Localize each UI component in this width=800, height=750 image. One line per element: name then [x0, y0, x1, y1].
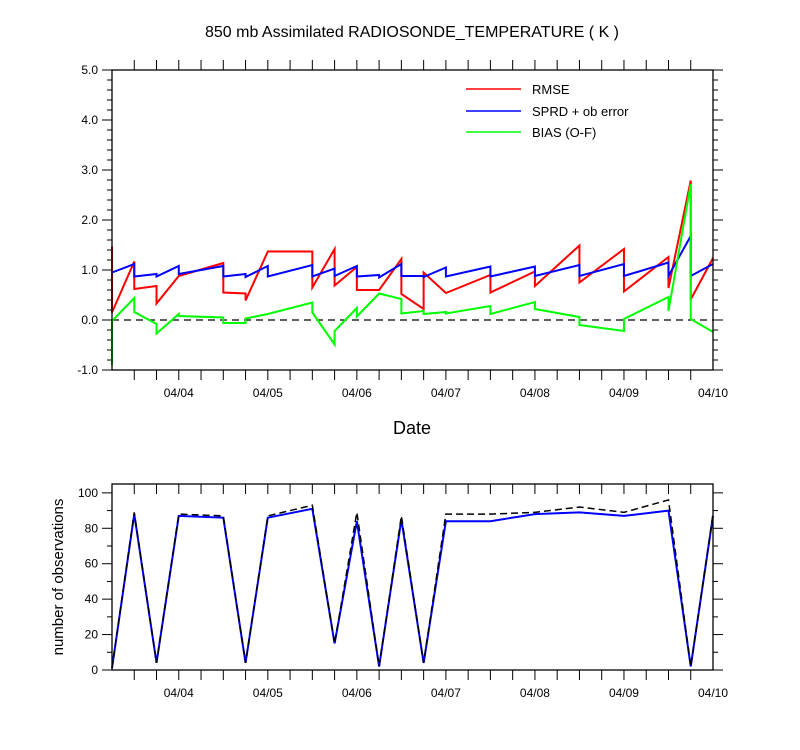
y-tick-label: 80	[85, 521, 99, 535]
x-tick-label: 04/08	[520, 686, 550, 700]
y-tick-label: 4.0	[81, 113, 98, 127]
top-y-tick-labels: -1.0 0.0 1.0 2.0 3.0 4.0 5.0	[77, 63, 98, 377]
y-tick-label: 60	[85, 557, 99, 571]
bottom-x-tick-labels: 04/04 04/05 04/06 04/07 04/08 04/09 04/10	[164, 686, 729, 700]
y-tick-label: -1.0	[77, 363, 98, 377]
chart-title: 850 mb Assimilated RADIOSONDE_TEMPERATUR…	[205, 24, 619, 41]
x-tick-label: 04/10	[698, 386, 728, 400]
series-line-possible	[111, 498, 714, 669]
legend-label-rmse: RMSE	[532, 82, 570, 97]
bottom-y-tick-labels: 0 20 40 60 80 100	[78, 486, 98, 677]
y-tick-label: 2.0	[81, 213, 98, 227]
top-x-tick-labels: 04/04 04/05 04/06 04/07 04/08 04/09 04/10	[164, 386, 729, 400]
x-tick-label: 04/04	[164, 386, 194, 400]
top-chart-ticks	[102, 60, 723, 380]
x-tick-label: 04/08	[520, 386, 550, 400]
y-tick-label: 100	[78, 486, 98, 500]
top-chart: 850 mb Assimilated RADIOSONDE_TEMPERATUR…	[77, 24, 728, 438]
legend-label-sprd: SPRD + ob error	[532, 104, 629, 119]
x-tick-label: 04/06	[342, 686, 372, 700]
top-plot-frame	[111, 69, 714, 371]
x-tick-label: 04/07	[431, 686, 461, 700]
y-tick-label: 1.0	[81, 263, 98, 277]
y-tick-label: 5.0	[81, 63, 98, 77]
x-tick-label: 04/07	[431, 386, 461, 400]
top-series-group	[111, 180, 714, 365]
x-tick-label: 04/10	[698, 686, 728, 700]
legend: RMSE SPRD + ob error BIAS (O-F)	[466, 82, 629, 140]
y-axis-label: number of observations	[50, 499, 67, 656]
x-axis-label: Date	[393, 418, 431, 438]
x-tick-label: 04/06	[342, 386, 372, 400]
y-tick-label: 40	[85, 592, 99, 606]
series-line-rmse	[111, 180, 714, 313]
bottom-plot-frame	[111, 483, 714, 671]
x-tick-label: 04/09	[609, 686, 639, 700]
x-tick-label: 04/09	[609, 386, 639, 400]
y-tick-label: 3.0	[81, 163, 98, 177]
legend-label-bias: BIAS (O-F)	[532, 125, 596, 140]
y-tick-label: 0	[91, 663, 98, 677]
y-tick-label: 20	[85, 628, 99, 642]
x-tick-label: 04/04	[164, 686, 194, 700]
series-line-bias-o-f	[111, 183, 714, 365]
bottom-chart-ticks	[102, 484, 723, 680]
series-line-sprd-ob-error	[111, 232, 714, 280]
bottom-series-group	[111, 498, 714, 669]
y-tick-label: 0.0	[81, 313, 98, 327]
x-tick-label: 04/05	[253, 386, 283, 400]
x-tick-label: 04/05	[253, 686, 283, 700]
